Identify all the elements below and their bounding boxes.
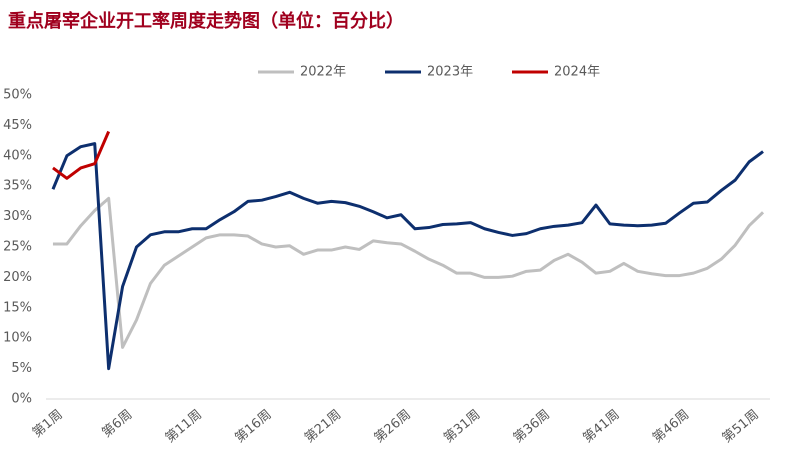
y-tick-label: 20% xyxy=(3,270,32,285)
x-tick-label: 第51周 xyxy=(720,407,762,446)
x-tick-label: 第41周 xyxy=(580,407,622,446)
y-tick-label: 45% xyxy=(3,118,32,133)
x-tick-label: 第6周 xyxy=(99,407,135,441)
x-tick-label: 第31周 xyxy=(441,407,483,446)
y-tick-label: 30% xyxy=(3,209,32,224)
x-tick-label: 第46周 xyxy=(650,407,692,446)
series-line xyxy=(52,196,765,349)
y-tick-label: 0% xyxy=(11,392,32,407)
series-line xyxy=(51,142,764,371)
legend-label: 2024年 xyxy=(554,65,600,80)
legend-label: 2023年 xyxy=(427,65,473,80)
x-tick-label: 第26周 xyxy=(372,407,414,446)
y-tick-label: 50% xyxy=(3,88,32,103)
series-line xyxy=(52,130,111,180)
x-tick-label: 第1周 xyxy=(30,407,66,441)
y-tick-label: 10% xyxy=(3,331,32,346)
x-tick-label: 第11周 xyxy=(163,407,205,446)
x-tick-label: 第36周 xyxy=(511,407,553,446)
y-tick-label: 15% xyxy=(3,300,32,315)
legend-label: 2022年 xyxy=(300,65,346,80)
y-tick-label: 5% xyxy=(11,361,32,376)
y-tick-label: 40% xyxy=(3,148,32,163)
y-tick-label: 25% xyxy=(3,240,32,255)
chart-title: 重点屠宰企业开工率周度走势图（单位：百分比） xyxy=(8,10,404,32)
y-tick-label: 35% xyxy=(3,179,32,194)
x-tick-label: 第21周 xyxy=(302,407,344,446)
x-tick-label: 第16周 xyxy=(232,407,274,446)
